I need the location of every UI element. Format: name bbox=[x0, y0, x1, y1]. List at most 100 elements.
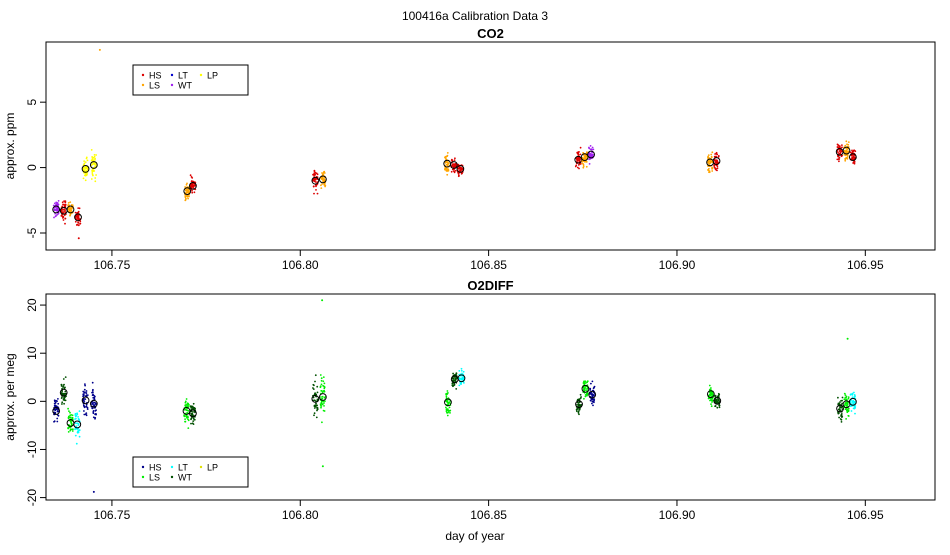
data-point bbox=[841, 146, 843, 149]
data-point bbox=[323, 179, 326, 182]
data-point bbox=[710, 153, 713, 156]
data-point bbox=[92, 410, 95, 412]
legend-marker-lt bbox=[170, 465, 174, 469]
data-point bbox=[93, 396, 96, 399]
data-point bbox=[314, 179, 316, 181]
data-point bbox=[64, 399, 67, 402]
data-point bbox=[57, 408, 59, 411]
legend-label-lt: LT bbox=[178, 463, 188, 473]
data-point bbox=[853, 406, 856, 408]
data-point bbox=[588, 163, 591, 165]
legend-marker-hs bbox=[141, 73, 145, 77]
legend-label-ls: LS bbox=[149, 473, 160, 483]
data-point bbox=[94, 157, 96, 160]
data-point bbox=[452, 372, 454, 375]
data-point bbox=[717, 398, 720, 401]
data-point bbox=[91, 172, 94, 174]
data-point bbox=[584, 154, 587, 157]
data-point bbox=[708, 171, 711, 174]
data-point bbox=[455, 373, 458, 375]
data-point bbox=[192, 185, 195, 187]
data-point bbox=[847, 141, 850, 144]
data-point bbox=[186, 182, 188, 185]
data-point bbox=[313, 384, 315, 387]
data-point bbox=[844, 394, 847, 396]
data-point bbox=[850, 405, 852, 407]
data-point bbox=[850, 393, 852, 395]
data-point bbox=[57, 203, 60, 206]
data-point bbox=[192, 406, 195, 409]
cluster-mean-marker bbox=[89, 161, 98, 169]
data-point bbox=[577, 402, 580, 404]
data-point bbox=[313, 192, 315, 195]
data-point bbox=[86, 168, 89, 171]
data-point bbox=[95, 174, 97, 176]
x-tick-label: 106.85 bbox=[470, 508, 507, 522]
legend-label-wt: WT bbox=[178, 81, 192, 91]
data-point bbox=[578, 167, 580, 170]
data-point bbox=[70, 423, 73, 426]
data-point bbox=[74, 211, 77, 214]
data-point bbox=[445, 408, 448, 411]
data-point bbox=[460, 377, 463, 380]
data-point bbox=[324, 400, 326, 402]
data-point bbox=[715, 401, 718, 404]
data-point bbox=[845, 404, 848, 407]
data-point bbox=[193, 191, 196, 194]
data-cluster-ls bbox=[581, 380, 590, 400]
data-point bbox=[69, 209, 72, 212]
data-point bbox=[591, 400, 594, 403]
data-point bbox=[708, 394, 711, 396]
data-point bbox=[459, 377, 461, 380]
data-cluster-ls bbox=[66, 201, 75, 217]
data-point bbox=[190, 417, 193, 420]
data-point bbox=[837, 144, 840, 147]
data-point bbox=[78, 429, 81, 432]
data-point bbox=[93, 155, 96, 158]
data-point bbox=[91, 170, 94, 173]
data-point bbox=[76, 413, 79, 416]
data-point bbox=[843, 398, 846, 401]
cluster-mean-marker bbox=[59, 388, 68, 397]
data-point bbox=[323, 405, 325, 407]
data-point bbox=[319, 374, 322, 376]
data-point bbox=[846, 157, 849, 160]
data-point bbox=[184, 401, 187, 404]
data-point bbox=[321, 395, 324, 398]
data-point bbox=[323, 389, 325, 392]
data-cluster-ls bbox=[182, 398, 191, 429]
cluster-mean-marker bbox=[311, 176, 320, 185]
data-point bbox=[312, 179, 314, 182]
cluster-mean-marker bbox=[848, 397, 857, 406]
data-point bbox=[444, 156, 446, 159]
data-point bbox=[446, 400, 449, 403]
plot-frame bbox=[45, 293, 936, 501]
data-point bbox=[61, 201, 64, 204]
data-point bbox=[67, 431, 70, 433]
data-point bbox=[78, 410, 81, 412]
data-point bbox=[579, 153, 582, 156]
data-point bbox=[191, 412, 194, 415]
data-point bbox=[314, 380, 316, 383]
data-point bbox=[192, 182, 195, 185]
data-point bbox=[91, 159, 94, 161]
data-point bbox=[716, 159, 718, 162]
data-point bbox=[57, 398, 59, 400]
y-tick-label: -20 bbox=[25, 489, 39, 507]
data-point bbox=[707, 154, 710, 157]
cluster-mean-marker bbox=[444, 398, 452, 407]
o2diff-panel: O2DIFF 106.75 106.80 106.85 106.90 106.95 -20 -… bbox=[3, 278, 936, 522]
data-point bbox=[186, 189, 189, 191]
data-point bbox=[847, 396, 850, 398]
data-point bbox=[837, 412, 840, 415]
data-point bbox=[584, 380, 587, 383]
data-point bbox=[185, 398, 188, 400]
data-point bbox=[316, 391, 319, 394]
data-point bbox=[446, 412, 449, 414]
data-cluster-wt bbox=[52, 200, 61, 219]
data-point bbox=[717, 155, 720, 158]
data-point bbox=[589, 155, 591, 158]
data-point bbox=[95, 413, 97, 416]
